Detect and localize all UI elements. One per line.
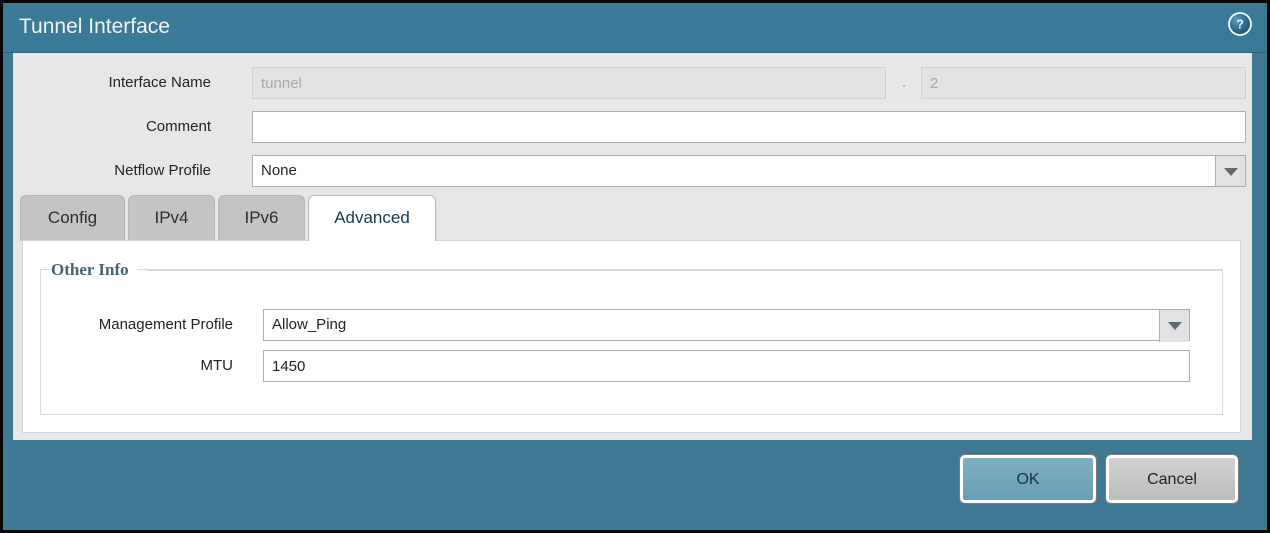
svg-text:?: ?	[1236, 18, 1244, 32]
